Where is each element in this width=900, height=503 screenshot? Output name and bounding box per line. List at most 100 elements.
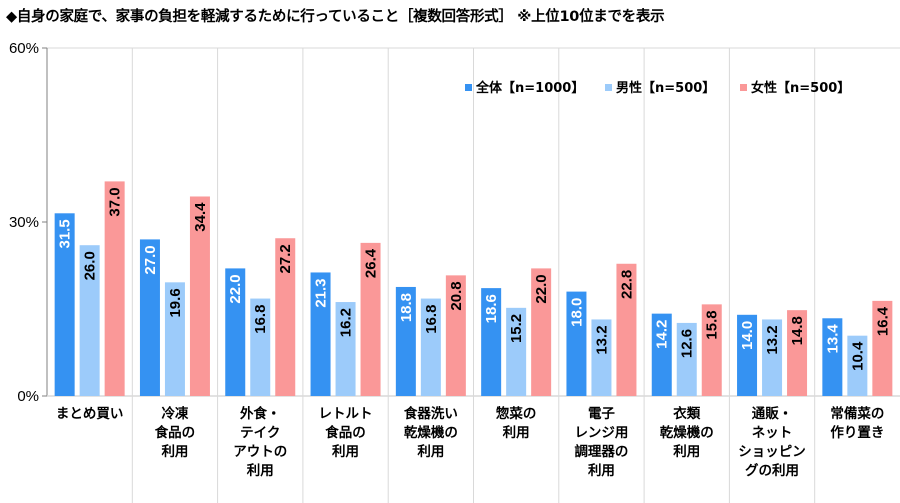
bar [566, 291, 587, 396]
category-label: 常備菜の [830, 405, 884, 422]
bar [822, 318, 843, 396]
category-label: 利用 [588, 462, 615, 479]
value-label: 13.4 [824, 324, 841, 354]
category-label: 乾燥機の [660, 424, 714, 441]
value-label: 15.8 [704, 310, 721, 339]
value-label: 37.0 [107, 187, 124, 216]
bar [54, 213, 75, 396]
value-label: 22.0 [533, 274, 550, 303]
category-label: 利用 [417, 443, 444, 460]
value-label: 16.4 [874, 306, 891, 336]
value-label: 16.2 [338, 308, 355, 337]
category-label: レトルト [319, 406, 373, 422]
category-label: まとめ買い [56, 406, 124, 422]
category-label: 通販・ [752, 405, 793, 422]
bar [506, 307, 527, 396]
category-separators [131, 48, 816, 503]
y-tick-label: 0% [17, 388, 39, 405]
legend-label: 女性【n=500】 [751, 80, 850, 96]
category-label: 調理器の [574, 443, 628, 460]
category-label: ネット [752, 425, 793, 441]
y-tick-label: 60% [9, 40, 39, 57]
legend: 全体【n=1000】 男性【n=500】 女性【n=500】 [465, 80, 850, 96]
value-label: 14.8 [789, 316, 806, 345]
bar [225, 268, 246, 396]
category-label: 作り置き [830, 424, 884, 441]
bar [79, 245, 100, 396]
bar [591, 319, 612, 396]
bar [701, 304, 722, 396]
category-label: 電子 [588, 405, 615, 422]
value-label: 12.6 [679, 329, 696, 358]
category-label: グの利用 [745, 462, 799, 479]
bar [335, 302, 356, 396]
bar [310, 272, 331, 396]
bar [847, 335, 868, 396]
category-label: 利用 [161, 443, 188, 460]
bar [164, 282, 185, 396]
value-label: 31.5 [57, 219, 74, 248]
bar [360, 242, 381, 396]
bar [395, 286, 416, 396]
value-label: 26.4 [363, 248, 380, 278]
value-label: 16.8 [252, 305, 269, 334]
bar [420, 298, 441, 396]
legend-swatch [465, 84, 472, 91]
category-label: ショッピン [738, 444, 806, 460]
bar [531, 268, 552, 396]
bar [737, 314, 758, 396]
bar [762, 319, 783, 396]
value-label: 27.2 [277, 244, 294, 273]
category-label: 利用 [673, 443, 700, 460]
axes: 0% 30% 60% [9, 40, 900, 405]
bars [54, 181, 893, 396]
value-label: 18.8 [398, 293, 415, 322]
category-label: 惣菜の [496, 405, 537, 422]
category-label: 乾燥機の [404, 424, 458, 441]
value-label: 34.4 [192, 202, 209, 232]
value-label: 21.3 [313, 278, 330, 307]
category-label: 食品の [325, 424, 366, 441]
legend-swatch [605, 84, 612, 91]
bar [676, 322, 697, 396]
category-label: 衣類 [673, 405, 701, 422]
value-labels: 31.5 26.0 37.0 27.0 19.6 34.4 22.0 16.8 27.2 21.3… [57, 187, 892, 370]
bar [481, 288, 502, 396]
bar [275, 238, 296, 396]
value-label: 13.2 [593, 325, 610, 354]
category-label: 食器洗い [404, 405, 458, 422]
bar [616, 263, 637, 396]
value-label: 27.0 [142, 245, 159, 274]
category-label: 利用 [503, 424, 530, 441]
value-label: 14.0 [739, 321, 756, 350]
bar [445, 275, 466, 396]
category-label: 食品の [155, 424, 196, 441]
bar [250, 298, 271, 396]
chart-title: ◆自身の家庭で、家事の負担を軽減するために行っていること［複数回答形式］ ※上位… [6, 9, 665, 25]
bar [872, 300, 893, 396]
value-label: 20.8 [448, 281, 465, 310]
category-label: テイク [240, 425, 280, 441]
bar [651, 313, 672, 396]
value-label: 18.0 [568, 298, 585, 327]
value-label: 22.0 [227, 274, 244, 303]
y-tick-label: 30% [9, 214, 39, 231]
value-label: 22.8 [618, 270, 635, 299]
category-label: 利用 [247, 462, 274, 479]
value-label: 10.4 [849, 341, 866, 371]
value-label: 19.6 [167, 288, 184, 317]
bar [139, 239, 160, 396]
legend-label: 男性【n=500】 [616, 80, 715, 96]
bar [104, 181, 125, 396]
value-label: 15.2 [508, 314, 525, 343]
bar [787, 310, 808, 396]
category-label: 冷凍 [161, 405, 188, 422]
value-label: 26.0 [82, 251, 99, 280]
value-label: 13.2 [764, 325, 781, 354]
value-label: 16.8 [423, 305, 440, 334]
category-label: アウトの [233, 444, 287, 460]
legend-swatch [740, 84, 747, 91]
value-label: 18.6 [483, 294, 500, 323]
legend-label: 全体【n=1000】 [475, 80, 584, 96]
